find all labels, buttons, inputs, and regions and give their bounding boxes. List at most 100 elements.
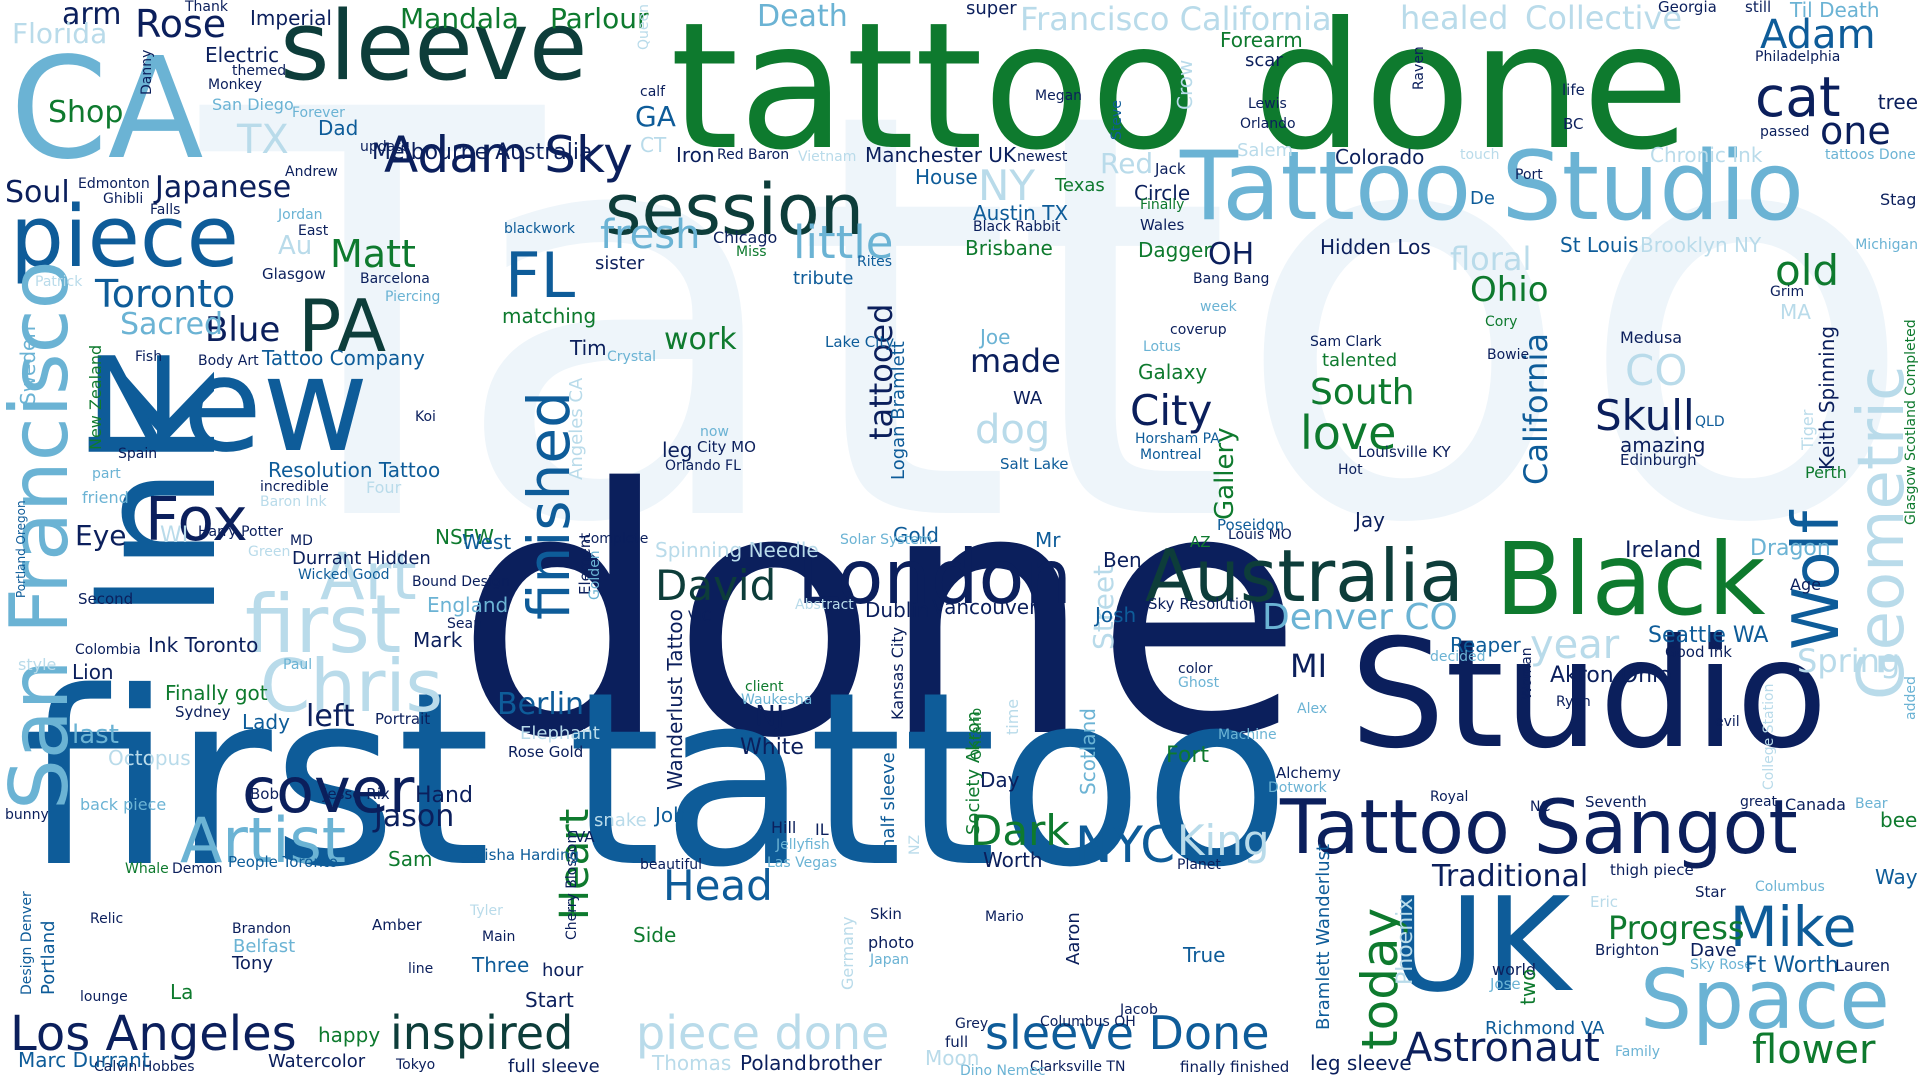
- word-electric: Electric: [205, 43, 280, 67]
- word-bound-design: Bound Design: [412, 574, 510, 590]
- word-bob: Bob: [250, 785, 279, 803]
- word-logan-bramlett: Logan Bramlett: [888, 341, 909, 480]
- word-jesse-rix: Jesse Rix: [323, 785, 390, 803]
- word-color: color: [1178, 661, 1213, 677]
- word-lauren: Lauren: [1835, 956, 1891, 975]
- word-galaxy: Galaxy: [1138, 360, 1208, 384]
- word-super: super: [966, 0, 1017, 19]
- word-adam: Adam: [1760, 12, 1876, 58]
- word-week: week: [1200, 299, 1237, 315]
- word-lake-city: Lake City: [825, 333, 895, 351]
- word-toronto: Toronto: [95, 272, 236, 316]
- word-sean: Sean: [447, 616, 482, 632]
- word-england: England: [427, 593, 509, 617]
- word-touch: touch: [1460, 147, 1500, 163]
- word-miss: Miss: [736, 244, 767, 260]
- word-newest: newest: [1017, 149, 1068, 165]
- word-salem: Salem: [1237, 140, 1294, 161]
- word-nc: NC: [1530, 799, 1551, 815]
- word-amazing: amazing: [1620, 433, 1706, 457]
- word-sleeve-done: sleeve Done: [985, 1006, 1270, 1060]
- word-progress: Progress: [1608, 909, 1745, 947]
- word-rites: Rites: [857, 254, 893, 270]
- word-ghost: Ghost: [1178, 675, 1220, 691]
- word-now: now: [700, 424, 729, 440]
- word-adam-sky: Adam Sky: [384, 126, 633, 184]
- word-full: full: [945, 1033, 969, 1051]
- word-left: left: [306, 699, 355, 734]
- word-matching: matching: [502, 304, 597, 328]
- word-decided: decided: [1430, 649, 1486, 665]
- word-talented: talented: [1322, 350, 1398, 371]
- word-love: love: [1300, 406, 1397, 460]
- word-last: last: [72, 720, 119, 750]
- word-edmonton: Edmonton: [78, 176, 150, 192]
- word-side: Side: [633, 923, 677, 947]
- word-koi: Koi: [415, 409, 436, 425]
- word-queen: Queen: [636, 4, 652, 50]
- word-phoenix: Phoenix: [1393, 897, 1418, 985]
- word-evil: evil: [1715, 714, 1740, 730]
- word-lady: Lady: [242, 710, 290, 734]
- word-jellyfish: Jellyfish: [776, 837, 830, 853]
- word-one: one: [1820, 109, 1891, 153]
- word-body-art: Body Art: [198, 353, 259, 369]
- word-shop: Shop: [48, 95, 124, 130]
- word-hidden-los: Hidden Los: [1320, 235, 1431, 259]
- word-red: Red: [1100, 147, 1154, 180]
- word-tim: Tim: [570, 336, 607, 360]
- word-thank: Thank: [185, 0, 228, 15]
- word-resolution-tattoo: Resolution Tattoo: [268, 458, 441, 482]
- word-city-mo: City MO: [697, 438, 756, 456]
- word-louis-mo: Louis MO: [1228, 527, 1292, 543]
- word-back-piece: back piece: [80, 795, 167, 814]
- word-ohio: Ohio: [1470, 270, 1549, 310]
- word-sacred: Sacred: [120, 307, 224, 342]
- word-gold: Gold: [893, 523, 939, 547]
- word-lewis: Lewis: [1248, 96, 1287, 112]
- word-tattoo: Tattoo: [201, 0, 1918, 646]
- word-jason: Jason: [374, 799, 455, 834]
- word-sam-clark: Sam Clark: [1310, 334, 1382, 350]
- word-tokyo: Tokyo: [396, 1057, 436, 1073]
- word-wi: WI: [160, 523, 189, 548]
- word-sister: sister: [595, 253, 645, 274]
- word-lounge: lounge: [80, 989, 128, 1005]
- word-stag: Stag: [1880, 190, 1917, 209]
- word-piece: piece: [10, 188, 239, 287]
- word-fox: Fox: [145, 485, 248, 555]
- word-vic: VIC: [688, 609, 712, 625]
- word-tribute: tribute: [793, 268, 854, 289]
- word-studio: Studio: [1350, 608, 1828, 782]
- word-planet: Planet: [1177, 857, 1221, 873]
- word-tattoo-done: tattoo done: [670, 0, 1690, 189]
- word-session: session: [605, 169, 865, 251]
- word-paul: Paul: [283, 657, 313, 673]
- word-grey: Grey: [955, 1016, 989, 1032]
- word-dave: Dave: [1690, 940, 1737, 961]
- word-md: MD: [290, 533, 313, 549]
- word-thigh-piece: thigh piece: [1610, 861, 1694, 879]
- word-floral: floral: [1450, 240, 1532, 278]
- word-brother: brother: [808, 1051, 882, 1075]
- word-collective: Collective: [1525, 0, 1683, 37]
- word-finally-finished: finally finished: [1180, 1058, 1290, 1076]
- word-tattoo-sangot: Tattoo Sangot: [1280, 783, 1798, 871]
- word-barcelona: Barcelona: [360, 271, 430, 287]
- word-watercolor: Watercolor: [268, 1051, 366, 1072]
- word-king: King: [1177, 816, 1270, 865]
- word-tx: TX: [237, 117, 289, 163]
- word-fresh: fresh: [600, 212, 701, 258]
- word-spain: Spain: [118, 446, 158, 462]
- word-bowie: Bowie: [1487, 347, 1530, 363]
- word-london: London: [797, 533, 1072, 621]
- word-jose: Jose: [1490, 975, 1521, 993]
- word-mike: Mike: [1730, 895, 1857, 959]
- word-wales: Wales: [1140, 216, 1185, 234]
- word-tattoos-done: tattoos Done: [1825, 147, 1916, 163]
- word-ink-toronto: Ink Toronto: [148, 633, 259, 657]
- word-piece-done: piece done: [636, 1006, 890, 1060]
- word-octopus: Octopus: [108, 746, 191, 770]
- word-glasgow: Glasgow: [262, 265, 326, 283]
